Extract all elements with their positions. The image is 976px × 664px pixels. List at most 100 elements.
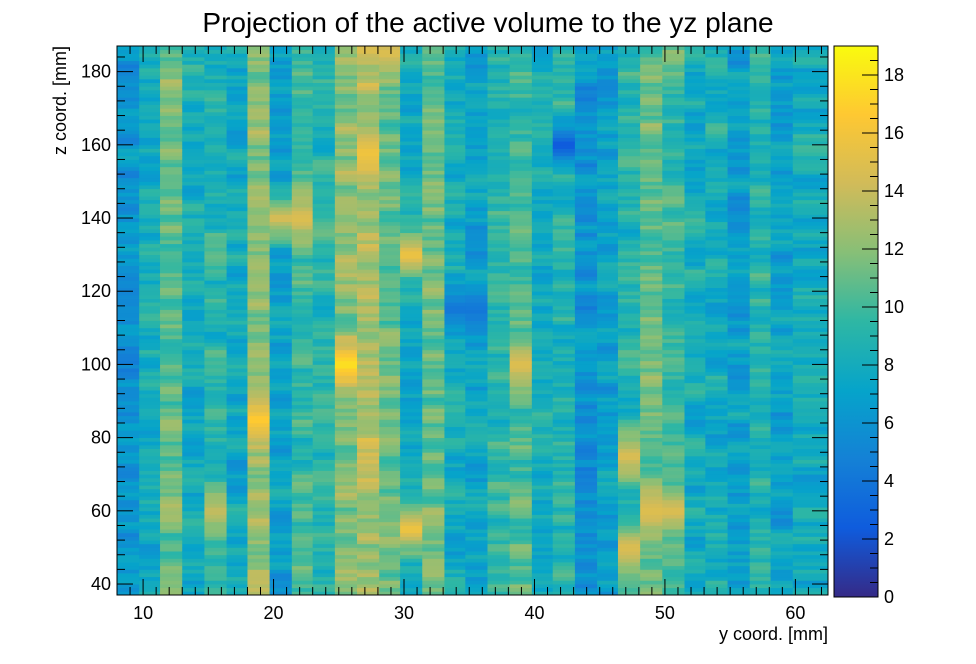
heatmap-cell <box>247 67 271 73</box>
heatmap-cell <box>640 551 663 556</box>
heatmap-cell <box>247 386 271 391</box>
heatmap-cell <box>749 126 771 131</box>
heatmap-cell <box>226 422 248 428</box>
heatmap-cell <box>770 203 794 208</box>
heatmap-cell <box>552 46 576 51</box>
heatmap-cell <box>204 100 227 105</box>
heatmap-cell <box>792 46 829 51</box>
heatmap-cell <box>597 247 619 252</box>
heatmap-cell <box>792 276 829 281</box>
heatmap-cell <box>574 188 598 193</box>
heatmap-cell <box>139 324 161 329</box>
heatmap-cell <box>422 218 445 223</box>
heatmap-cell <box>422 294 445 299</box>
heatmap-cell <box>139 529 161 534</box>
heatmap-cell <box>792 104 829 109</box>
heatmap-cell <box>705 287 728 292</box>
heatmap-cell <box>597 126 619 131</box>
heatmap-cell <box>291 371 314 376</box>
heatmap-cell <box>357 64 380 69</box>
heatmap-cell <box>597 459 619 464</box>
heatmap-cell <box>444 433 466 439</box>
heatmap-cell <box>291 441 314 446</box>
heatmap-cell <box>379 379 401 384</box>
heatmap-cell <box>487 126 511 131</box>
heatmap-cell <box>792 309 829 314</box>
heatmap-cell <box>312 221 336 226</box>
heatmap-cell <box>597 466 619 471</box>
heatmap-cell <box>379 115 401 120</box>
heatmap-cell <box>640 349 663 354</box>
heatmap-cell <box>312 452 336 457</box>
heatmap-cell <box>269 137 293 142</box>
heatmap-cell <box>226 133 248 138</box>
heatmap-cell <box>160 122 183 127</box>
heatmap-cell <box>334 174 358 179</box>
heatmap-cell <box>400 56 423 62</box>
heatmap-cell <box>312 108 336 113</box>
heatmap-cell <box>269 144 293 149</box>
heatmap-cell <box>204 254 227 259</box>
heatmap-cell <box>160 199 183 204</box>
heatmap-cell <box>182 382 205 387</box>
heatmap-cell <box>574 75 598 80</box>
heatmap-cell <box>792 174 829 179</box>
heatmap-cell <box>357 214 380 219</box>
heatmap-cell <box>509 525 533 530</box>
heatmap-cell <box>792 496 829 501</box>
heatmap-cell <box>182 481 205 486</box>
heatmap-cell <box>487 488 511 493</box>
heatmap-cell <box>574 239 598 245</box>
heatmap-cell <box>487 185 511 190</box>
heatmap-cell <box>770 349 794 354</box>
heatmap-cell <box>269 324 293 329</box>
heatmap-cell <box>770 499 794 504</box>
heatmap-cell <box>749 148 771 153</box>
heatmap-cell <box>662 126 685 131</box>
heatmap-cell <box>552 188 576 193</box>
heatmap-cell <box>770 86 794 91</box>
heatmap-cell <box>727 393 751 398</box>
heatmap-cell <box>269 49 293 54</box>
heatmap-cell <box>552 221 576 226</box>
heatmap-cell <box>204 375 227 380</box>
heatmap-cell <box>182 401 205 406</box>
heatmap-cell <box>357 488 380 493</box>
heatmap-cell <box>662 532 685 537</box>
heatmap-cell <box>552 148 576 153</box>
heatmap-cell <box>444 210 466 215</box>
heatmap-cell <box>597 452 619 457</box>
heatmap-cell <box>269 393 293 398</box>
heatmap-cell <box>509 448 533 453</box>
heatmap-cell <box>334 485 358 490</box>
heatmap-cell <box>334 390 358 395</box>
heatmap-cell <box>357 470 380 475</box>
heatmap-cell <box>574 426 598 431</box>
heatmap-cell <box>727 514 751 519</box>
heatmap-cell <box>509 536 533 541</box>
heatmap-cell <box>444 492 466 497</box>
heatmap-cell <box>291 199 314 204</box>
heatmap-cell <box>770 525 794 530</box>
heatmap-cell <box>379 349 401 354</box>
heatmap-cell <box>444 67 466 73</box>
heatmap-cell <box>160 250 183 256</box>
heatmap-cell <box>662 485 685 490</box>
heatmap-cell <box>226 100 248 105</box>
heatmap-cell <box>139 181 161 186</box>
heatmap-cell <box>139 93 161 98</box>
heatmap-cell <box>487 521 511 526</box>
heatmap-cell <box>465 364 488 369</box>
heatmap-cell <box>749 269 771 274</box>
heatmap-cell <box>617 108 641 113</box>
heatmap-cell <box>617 386 641 391</box>
heatmap-cell <box>379 371 401 376</box>
heatmap-cell <box>312 390 336 395</box>
heatmap-cell <box>465 353 488 358</box>
heatmap-cell <box>139 532 161 537</box>
heatmap-cell <box>792 53 829 58</box>
heatmap-cell <box>617 412 641 417</box>
heatmap-cell <box>552 265 576 270</box>
heatmap-cell <box>226 214 248 219</box>
